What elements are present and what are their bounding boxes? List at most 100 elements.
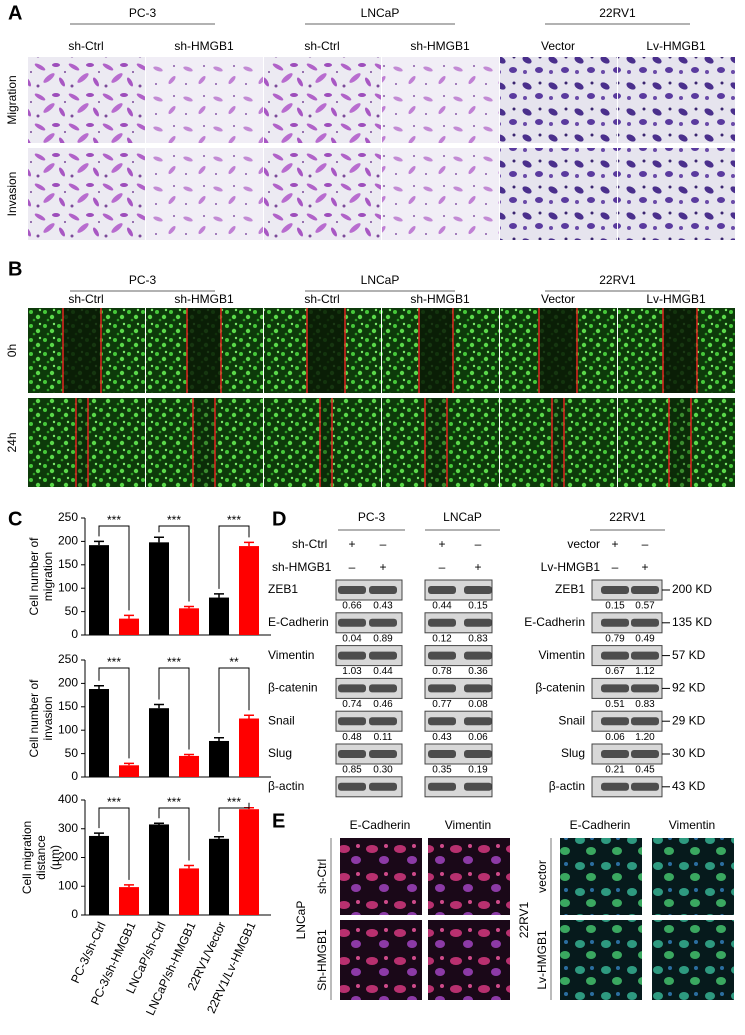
quantification: 0.83 bbox=[468, 633, 488, 644]
column-label: Vector bbox=[541, 39, 575, 53]
micrograph bbox=[618, 398, 735, 487]
quantification: 0.44 bbox=[373, 666, 393, 677]
significance-bracket bbox=[98, 807, 130, 880]
micrograph bbox=[382, 148, 499, 240]
row-label: Sh-HMGB1 bbox=[315, 929, 329, 991]
column-label: Vimentin bbox=[669, 818, 715, 832]
bar bbox=[179, 608, 199, 635]
blot-band bbox=[338, 717, 366, 726]
protein-label: Vimentin bbox=[539, 648, 585, 662]
blot-band bbox=[464, 750, 492, 758]
quantification: 0.49 bbox=[635, 633, 655, 644]
quantification: 0.83 bbox=[635, 699, 655, 710]
significance: *** bbox=[167, 513, 181, 527]
protein-label: E-Cadherin bbox=[268, 615, 329, 629]
row-label: sh-Ctrl bbox=[315, 859, 329, 894]
quantification: 0.21 bbox=[605, 765, 625, 776]
column-label: sh-HMGB1 bbox=[174, 39, 234, 53]
blot-band bbox=[428, 586, 456, 594]
error-bar bbox=[124, 614, 134, 619]
column-label: sh-Ctrl bbox=[68, 39, 103, 53]
error-bar bbox=[94, 684, 104, 690]
wound-gap bbox=[77, 398, 87, 487]
quantification: 0.15 bbox=[605, 601, 625, 612]
column-label: sh-HMGB1 bbox=[410, 39, 470, 53]
error-bar bbox=[244, 714, 254, 719]
quantification: 0.08 bbox=[468, 699, 488, 710]
quantification: 0.85 bbox=[342, 765, 362, 776]
significance-bracket bbox=[158, 807, 190, 861]
error-bar bbox=[214, 736, 224, 741]
blot-band bbox=[369, 618, 397, 627]
y-tick-label: 0 bbox=[71, 769, 78, 783]
blot-band bbox=[369, 651, 397, 660]
blot-band bbox=[369, 750, 397, 758]
micrograph bbox=[382, 398, 499, 487]
y-axis-label: Cell number of bbox=[27, 679, 41, 758]
blot-band bbox=[631, 750, 659, 758]
column-label: sh-HMGB1 bbox=[174, 292, 234, 306]
blot-band bbox=[631, 651, 659, 660]
blot-band bbox=[464, 717, 492, 726]
treatment-sign: + bbox=[641, 560, 648, 574]
y-tick-label: 400 bbox=[58, 792, 78, 806]
y-tick-label: 50 bbox=[65, 604, 79, 618]
micrograph bbox=[146, 57, 263, 143]
wound-gap bbox=[321, 398, 331, 487]
y-axis-label: (μm) bbox=[48, 845, 62, 870]
panel-label: B bbox=[8, 258, 22, 280]
significance-bracket bbox=[158, 667, 190, 750]
treatment-label: sh-Ctrl bbox=[292, 537, 327, 551]
micrograph bbox=[382, 57, 499, 143]
error-bar bbox=[214, 836, 224, 839]
row-label: vector bbox=[535, 860, 549, 893]
blot-band bbox=[631, 717, 659, 726]
bar bbox=[89, 545, 109, 635]
protein-label: ZEB1 bbox=[268, 582, 298, 596]
error-bar bbox=[244, 541, 254, 547]
significance: *** bbox=[107, 795, 121, 809]
error-bar bbox=[124, 762, 134, 766]
molecular-weight: 43 KD bbox=[672, 779, 706, 793]
error-bar bbox=[214, 593, 224, 598]
treatment-sign: – bbox=[642, 537, 649, 551]
blot-band bbox=[338, 684, 366, 693]
micrograph bbox=[28, 57, 145, 143]
wound-gap bbox=[426, 398, 446, 487]
bar bbox=[179, 755, 199, 777]
group-header: 22RV1 bbox=[609, 510, 646, 524]
wound-gap bbox=[188, 308, 220, 393]
y-tick-label: 150 bbox=[58, 557, 78, 571]
quantification: 0.44 bbox=[432, 601, 452, 612]
protein-label: Slug bbox=[561, 746, 585, 760]
wound-gap bbox=[308, 308, 344, 393]
row-label: Invasion bbox=[5, 172, 19, 217]
column-label: Vector bbox=[541, 292, 575, 306]
wound-gap bbox=[670, 398, 690, 487]
column-label: sh-Ctrl bbox=[68, 292, 103, 306]
treatment-sign: + bbox=[438, 537, 445, 551]
blot-band bbox=[601, 782, 629, 791]
blot-band bbox=[464, 618, 492, 627]
quantification: 0.15 bbox=[468, 601, 488, 612]
blot-band bbox=[428, 651, 456, 660]
blot-band bbox=[601, 618, 629, 627]
micrograph bbox=[264, 148, 381, 240]
quantification: 0.46 bbox=[373, 699, 393, 710]
column-label: E-Cadherin bbox=[570, 818, 631, 832]
significance: *** bbox=[227, 795, 241, 809]
significance: ** bbox=[229, 655, 239, 669]
error-bar bbox=[124, 884, 134, 888]
blot-band bbox=[338, 618, 366, 627]
treatment-label: vector bbox=[567, 537, 600, 551]
protein-label: Slug bbox=[268, 746, 292, 760]
molecular-weight: 92 KD bbox=[672, 681, 706, 695]
treatment-sign: – bbox=[475, 537, 482, 551]
error-bar bbox=[154, 703, 164, 709]
blot-band bbox=[601, 750, 629, 758]
quantification: 0.36 bbox=[468, 666, 488, 677]
row-label: Migration bbox=[5, 75, 19, 124]
group-header: LNCaP bbox=[443, 510, 482, 524]
treatment-sign: + bbox=[348, 537, 355, 551]
